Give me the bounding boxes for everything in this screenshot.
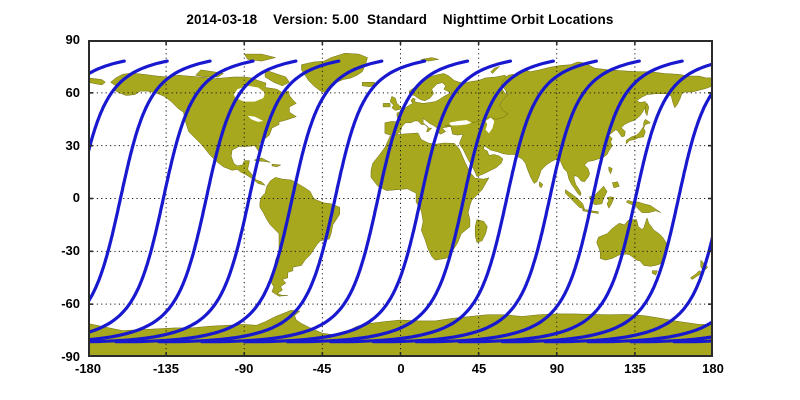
x-tick-label: 45 (471, 361, 487, 376)
y-tick-label: 60 (65, 85, 80, 100)
x-tick-label: -135 (152, 361, 180, 376)
y-tick-label: 90 (65, 32, 80, 47)
orbit-track (157, 59, 427, 344)
orbit-tracks-layer (88, 59, 713, 344)
x-tick-label: 135 (624, 361, 646, 376)
x-tick-label: -180 (74, 361, 102, 376)
orbit-track (88, 59, 255, 335)
x-tick-label: -45 (312, 361, 332, 376)
x-tick-label: 90 (549, 361, 565, 376)
y-tick-label: -60 (61, 296, 80, 311)
y-tick-label: -30 (61, 243, 80, 258)
grid-layer (88, 40, 713, 357)
orbit-track (285, 59, 555, 344)
orbit-track (328, 59, 598, 344)
orbit-track (371, 59, 641, 344)
orbit-track (88, 59, 126, 77)
orbit-track (88, 59, 169, 160)
orbit-track (414, 59, 684, 344)
orbit-track (543, 228, 713, 344)
map-canvas (87, 39, 714, 358)
orbit-track (88, 59, 341, 344)
y-tick-label: 30 (65, 138, 80, 153)
orbit-track (114, 59, 384, 344)
orbit-track (243, 59, 513, 344)
page-title: 2014-03-18 Version: 5.00 Standard Nightt… (186, 12, 614, 27)
plot-frame (88, 40, 713, 357)
orbit-track (500, 89, 713, 344)
orbit-track (200, 59, 470, 344)
y-tick-label: 0 (72, 190, 80, 205)
orbit-track (88, 59, 212, 305)
x-tick-label: 180 (702, 361, 724, 376)
x-tick-label: -90 (234, 361, 254, 376)
x-tick-label: 0 (397, 361, 405, 376)
y-tick-label: -90 (61, 349, 80, 364)
orbit-track (88, 59, 298, 342)
orbit-track (457, 62, 713, 344)
world-map-plot (87, 39, 714, 358)
